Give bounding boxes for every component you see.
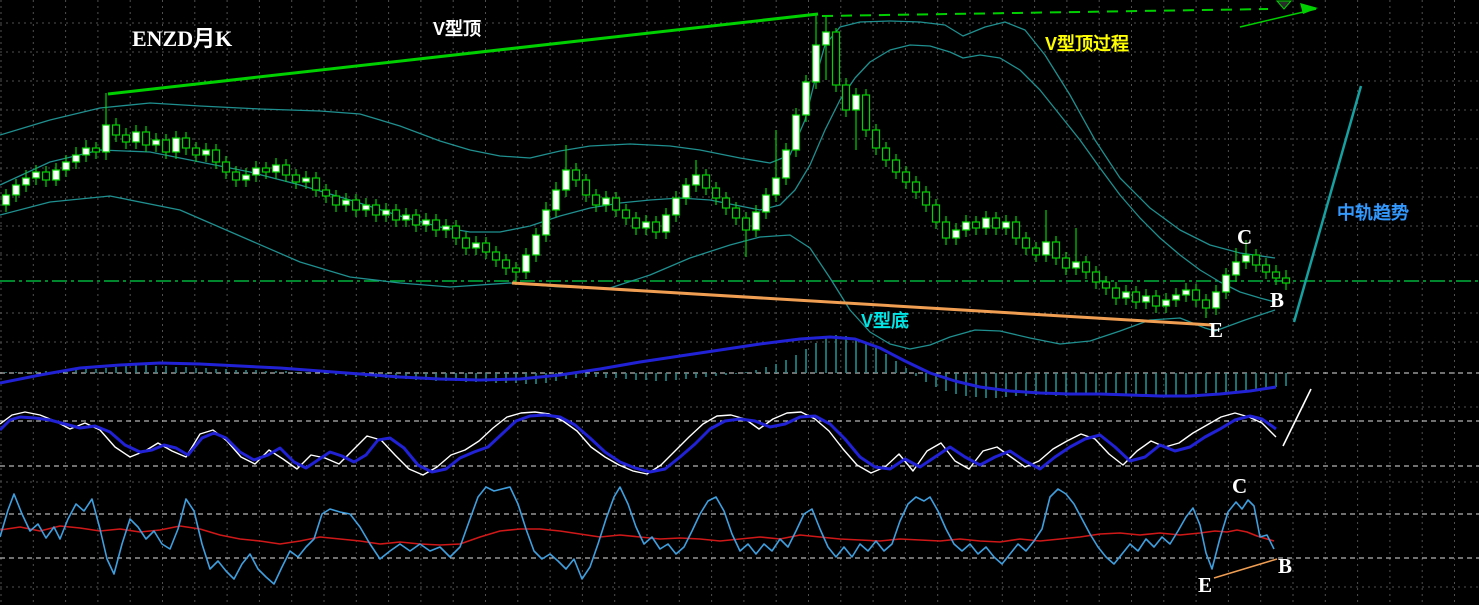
main-point-e-label: E — [1209, 318, 1224, 342]
trendlines-layer[interactable] — [107, 0, 1363, 579]
bottom-oscillator-panel — [0, 486, 1275, 585]
bollinger-bands — [0, 20, 1276, 350]
main-point-c-label: C — [1237, 225, 1253, 249]
oscillator-panel — [0, 388, 1312, 476]
symbol-title: ENZD月K — [132, 26, 233, 51]
candles-layer — [1, 15, 1291, 318]
v-bottom-label: V型底 — [861, 311, 910, 331]
mid-trend-label: 中轨趋势 — [1337, 203, 1409, 223]
v-top-label: V型顶 — [433, 19, 482, 39]
sub-point-c-label: C — [1232, 474, 1248, 498]
macd-panel — [0, 335, 1287, 398]
v-top-process-label: V型顶过程 — [1045, 34, 1130, 54]
sub-point-b-label: B — [1278, 554, 1293, 578]
sub-point-e-label: E — [1198, 573, 1213, 597]
main-point-b-label: B — [1270, 288, 1285, 312]
